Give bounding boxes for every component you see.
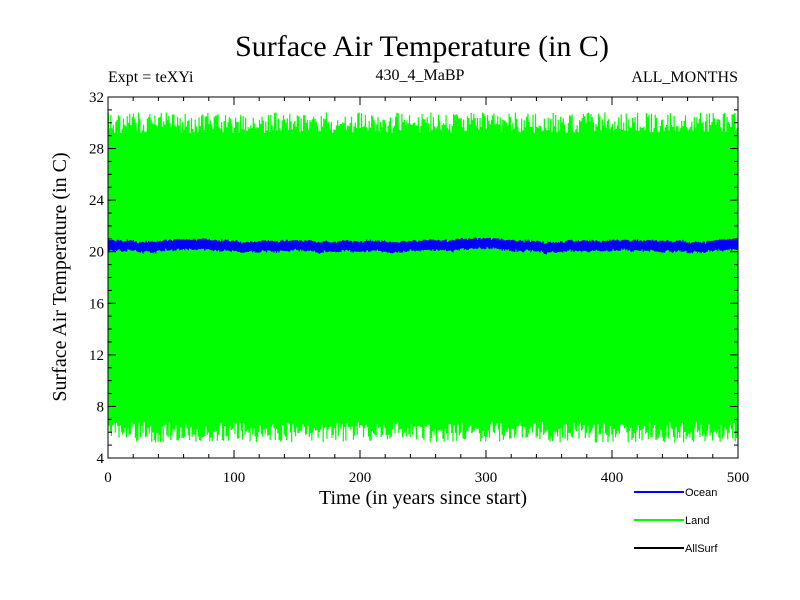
y-tick-label: 8 bbox=[97, 399, 105, 415]
y-tick-label: 20 bbox=[89, 245, 104, 261]
y-axis-label: Surface Air Temperature (in C) bbox=[49, 152, 71, 401]
y-tick-label: 12 bbox=[89, 348, 104, 364]
experiment-label: Expt = teXYi bbox=[108, 69, 194, 86]
y-tick-label: 24 bbox=[89, 193, 105, 209]
y-tick-label: 32 bbox=[89, 90, 104, 106]
x-tick-label: 200 bbox=[349, 470, 372, 486]
x-tick-label: 400 bbox=[601, 470, 624, 486]
y-tick-label: 28 bbox=[89, 142, 104, 158]
y-tick-label: 16 bbox=[89, 296, 105, 312]
months-label: ALL_MONTHS bbox=[631, 69, 738, 86]
series-line-ocean bbox=[108, 235, 738, 255]
legend-label-ocean: Ocean bbox=[685, 487, 717, 499]
y-tick-label: 4 bbox=[97, 451, 105, 467]
legend-label-allsurf: AllSurf bbox=[685, 543, 718, 555]
x-tick-label: 500 bbox=[727, 470, 750, 486]
legend: Ocean Land AllSurf bbox=[634, 487, 718, 555]
x-tick-label: 100 bbox=[223, 470, 246, 486]
period-label: 430_4_MaBP bbox=[376, 67, 465, 84]
chart-title: Surface Air Temperature (in C) bbox=[235, 30, 609, 63]
series-line-land bbox=[108, 112, 738, 443]
x-tick-label: 0 bbox=[104, 470, 112, 486]
x-tick-label: 300 bbox=[475, 470, 498, 486]
x-axis-label: Time (in years since start) bbox=[319, 487, 527, 509]
legend-label-land: Land bbox=[685, 515, 709, 527]
